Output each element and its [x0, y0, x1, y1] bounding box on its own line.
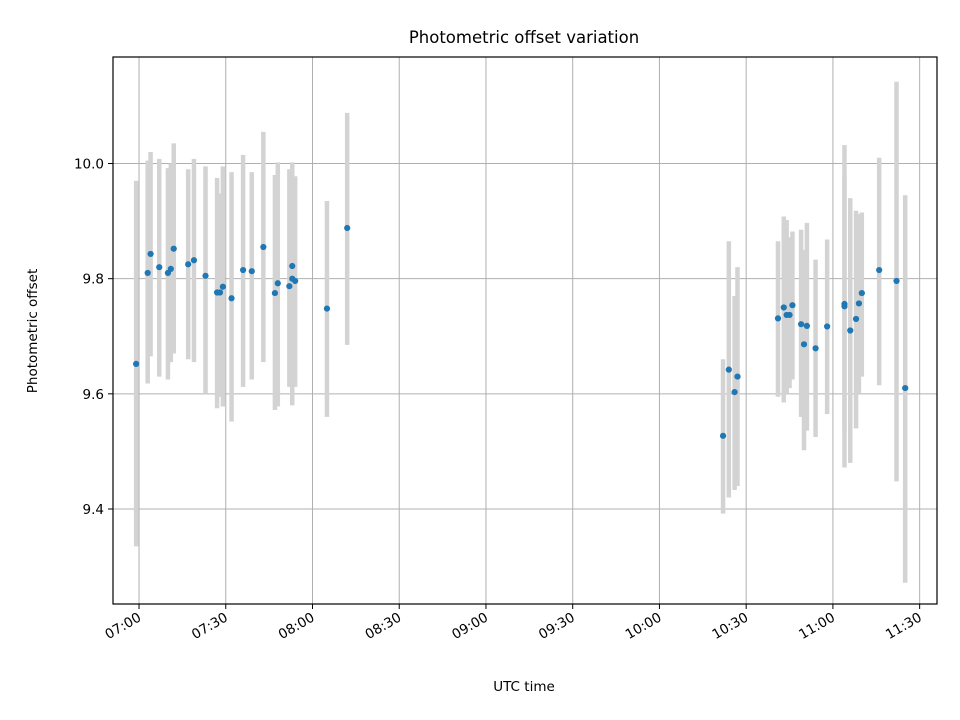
data-point — [216, 289, 224, 296]
y-axis-ticks: 9.4 9.6 9.8 10.0 — [74, 157, 113, 518]
x-axis-label: UTC time — [493, 679, 555, 695]
data-point — [803, 322, 810, 329]
x-axis-ticks: 07:00 07:30 08:00 08:30 09:00 09:30 10:00 10:30… — [102, 604, 925, 643]
data-point — [798, 321, 805, 328]
data-point — [902, 384, 909, 392]
data-point — [144, 269, 151, 277]
data-point — [323, 305, 331, 312]
data-point — [841, 303, 848, 310]
x-tick-label: 11:30 — [883, 610, 925, 643]
data-point — [219, 283, 226, 290]
data-point — [855, 300, 863, 307]
x-tick-label: 10:00 — [623, 610, 665, 643]
y-tick-label: 10.0 — [74, 157, 104, 173]
data-point — [893, 277, 900, 285]
data-point — [271, 289, 279, 297]
data-point — [774, 315, 782, 322]
plot-frame — [112, 56, 938, 605]
data-point — [847, 327, 854, 334]
x-tick-label: 09:30 — [536, 610, 578, 643]
data-points — [133, 224, 909, 439]
data-point — [344, 224, 351, 232]
data-point — [228, 295, 235, 302]
data-point — [725, 366, 732, 373]
data-point — [147, 250, 154, 258]
data-point — [800, 341, 808, 348]
data-point — [734, 373, 741, 380]
x-tick-label: 08:30 — [363, 610, 405, 643]
data-point — [852, 315, 860, 323]
data-point — [286, 283, 293, 290]
data-point — [876, 266, 883, 274]
data-point — [786, 311, 793, 319]
data-point — [858, 289, 865, 297]
data-point — [812, 345, 819, 352]
data-point — [190, 257, 198, 264]
data-point — [731, 389, 738, 396]
x-tick-label: 08:00 — [276, 610, 318, 643]
data-point — [260, 243, 267, 251]
data-point — [185, 261, 192, 268]
data-point — [289, 262, 296, 270]
error-bars — [133, 81, 908, 583]
y-tick-label: 9.8 — [83, 272, 104, 288]
data-point — [780, 304, 787, 311]
data-point — [156, 264, 163, 271]
data-point — [133, 360, 140, 367]
x-tick-label: 11:00 — [796, 610, 838, 643]
data-point — [789, 302, 796, 309]
y-axis-label: Photometric offset — [25, 269, 41, 393]
data-point — [170, 245, 177, 252]
data-point — [202, 272, 209, 279]
y-tick-label: 9.6 — [83, 387, 104, 403]
data-point — [240, 266, 247, 274]
x-tick-label: 09:00 — [449, 610, 491, 643]
data-point — [248, 268, 255, 275]
x-tick-label: 07:30 — [189, 610, 231, 643]
data-point — [167, 265, 174, 272]
data-point — [719, 432, 727, 439]
x-tick-label: 10:30 — [709, 610, 751, 643]
chart-title: Photometric offset variation — [409, 28, 639, 47]
data-point — [292, 277, 299, 285]
y-tick-label: 9.4 — [83, 502, 104, 518]
x-tick-label: 07:00 — [102, 610, 144, 643]
data-point — [274, 280, 281, 287]
data-point — [824, 323, 831, 330]
